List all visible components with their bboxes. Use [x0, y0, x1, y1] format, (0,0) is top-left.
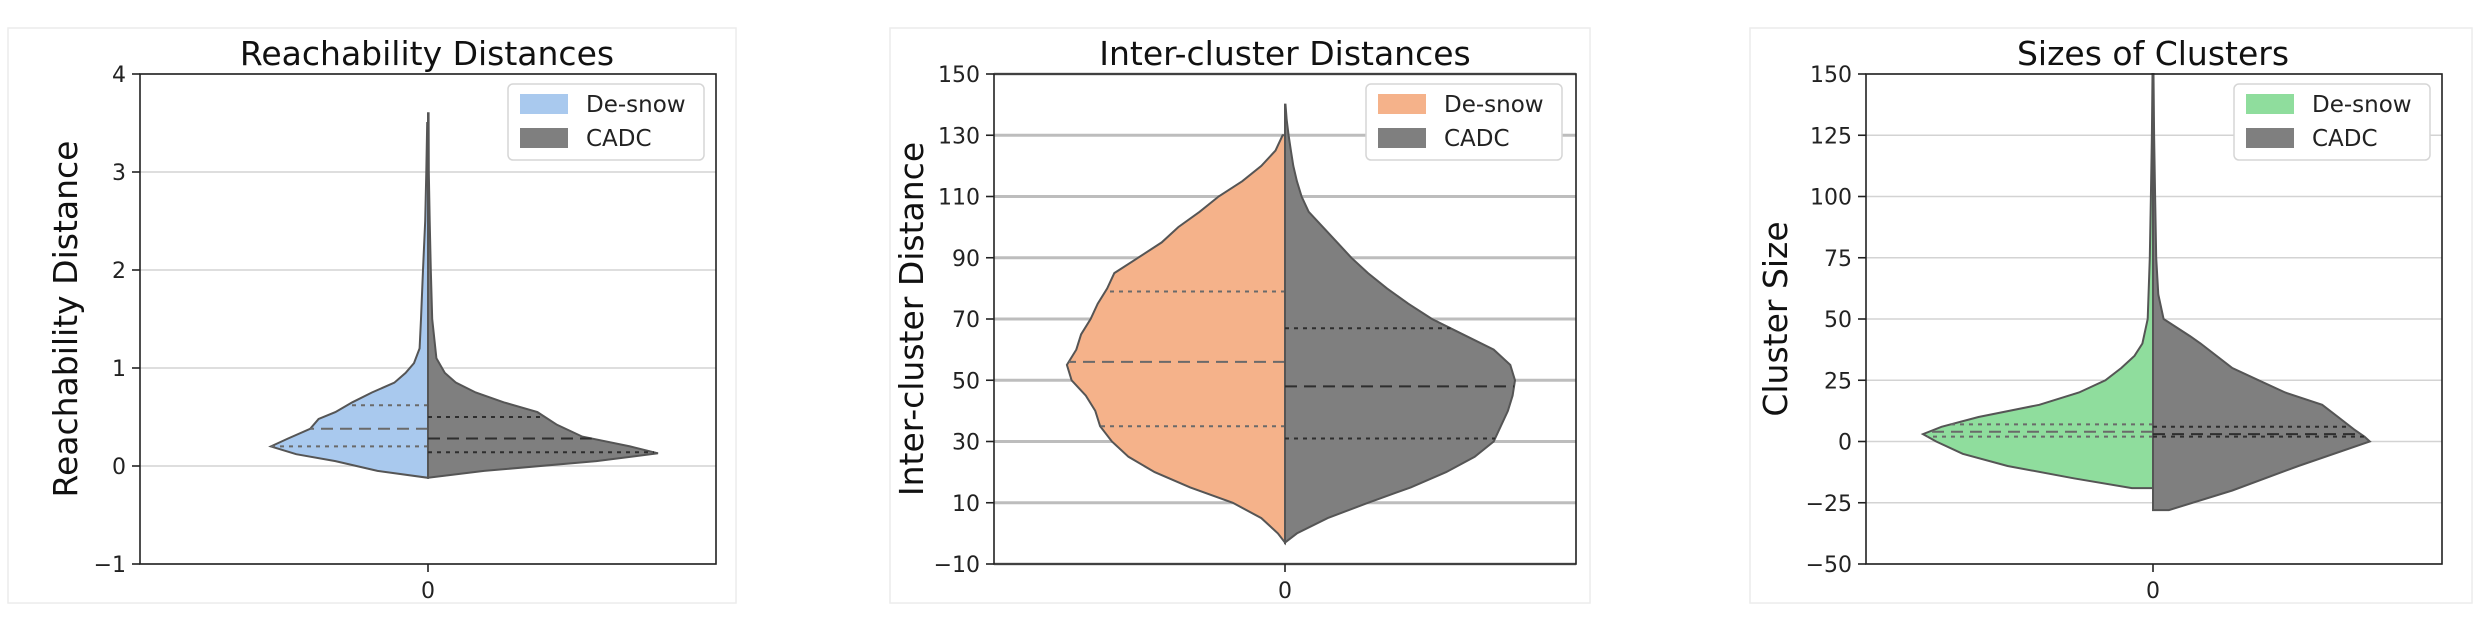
legend: De-snow CADC: [2233, 83, 2431, 161]
y-axis-title: Reachability Distance: [46, 141, 85, 498]
legend-swatch-desnow: [2246, 94, 2294, 114]
y-tick-label: 150: [938, 63, 980, 88]
y-tick-label: 90: [952, 247, 980, 272]
y-tick-label: 10: [952, 492, 980, 517]
y-tick-label: 0: [112, 455, 126, 480]
y-tick-label: 110: [938, 186, 980, 211]
x-tick-label: 0: [1278, 579, 1292, 604]
y-tick-label: 1: [112, 357, 126, 382]
y-tick-label: −1: [94, 553, 126, 578]
y-tick-label: 100: [1810, 186, 1852, 211]
x-tick-label: 0: [2146, 579, 2160, 604]
y-tick-label: 125: [1810, 124, 1852, 149]
legend-swatch-cadc: [1378, 128, 1426, 148]
y-tick-label: 25: [1824, 369, 1852, 394]
legend-label-cadc: CADC: [586, 126, 652, 152]
violin-half-desnow: [1920, 73, 2154, 490]
legend-swatch-desnow: [520, 94, 568, 114]
y-tick-label: 70: [952, 308, 980, 333]
y-axis-title: Cluster Size: [1756, 221, 1795, 416]
y-tick-label: −50: [1806, 553, 1852, 578]
y-tick-label: 4: [112, 63, 126, 88]
legend: De-snow CADC: [1365, 83, 1563, 161]
x-tick-label: 0: [421, 579, 435, 604]
inter-cluster-chart: Inter-cluster Distances −10 10 30 50 70 90 110…: [889, 27, 1591, 604]
y-tick-label: 0: [1838, 431, 1852, 456]
legend-swatch-cadc: [2246, 128, 2294, 148]
violin-half-desnow: [1065, 134, 1286, 546]
legend-label-cadc: CADC: [1444, 126, 1510, 152]
y-tick-label: −25: [1806, 492, 1852, 517]
legend-label-desnow: De-snow: [586, 92, 686, 118]
violin-half-cadc: [1284, 103, 1517, 545]
y-tick-label: 50: [952, 369, 980, 394]
y-tick-label: 130: [938, 124, 980, 149]
legend-label-desnow: De-snow: [1444, 92, 1544, 118]
y-tick-label: 75: [1824, 247, 1852, 272]
y-tick-label: 2: [112, 259, 126, 284]
chart-title: Inter-cluster Distances: [1099, 34, 1470, 73]
y-tick-label: 150: [1810, 63, 1852, 88]
chart-title: Reachability Distances: [240, 34, 614, 73]
violin-half-cadc: [427, 112, 659, 479]
legend: De-snow CADC: [507, 83, 705, 161]
reachability-chart: Reachability Distances −1 0 1 2 3 4 0 Reachab…: [7, 27, 737, 604]
cluster-size-chart: Sizes of Clusters −50 −25 0 25 50 75 100 125 150…: [1749, 27, 2473, 604]
y-tick-label: 3: [112, 161, 126, 186]
legend-label-desnow: De-snow: [2312, 92, 2412, 118]
y-axis-title: Inter-cluster Distance: [892, 142, 931, 496]
legend-swatch-desnow: [1378, 94, 1426, 114]
y-tick-label: 30: [952, 431, 980, 456]
y-tick-label: 50: [1824, 308, 1852, 333]
legend-label-cadc: CADC: [2312, 126, 2378, 152]
legend-swatch-cadc: [520, 128, 568, 148]
violin-half-cadc: [2152, 73, 2372, 512]
y-tick-label: −10: [934, 553, 980, 578]
chart-title: Sizes of Clusters: [2017, 34, 2289, 73]
violin-half-desnow: [268, 122, 429, 479]
